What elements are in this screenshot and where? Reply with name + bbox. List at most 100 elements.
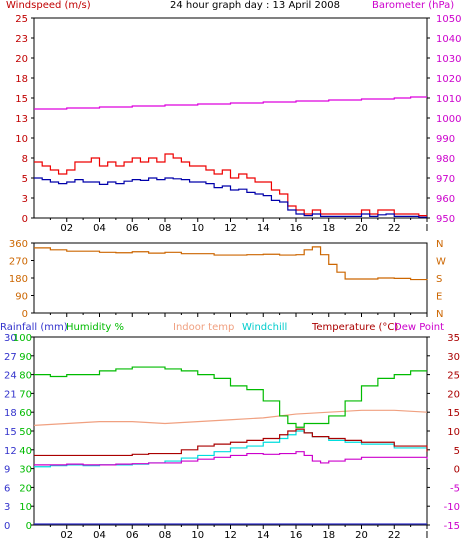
barometer-tick-label: 1030 [436,54,461,65]
temp-xtick-label: 18 [322,530,335,541]
barometer-tick-label: 1020 [436,74,461,85]
temp-xtick-label: 06 [126,530,139,541]
windspeed-tick-label: 5 [22,174,28,185]
dew-point-line [34,451,428,466]
temp-xtick-label: 10 [191,530,204,541]
rainfall-tick-label: 12 [4,446,17,457]
direction-tick-label: 0 [22,309,28,320]
humidity-tick-label: 90 [19,352,32,363]
wind-xtick-label: 12 [224,223,237,234]
barometer-tick-label: 950 [436,214,455,225]
temperature-tick-label: 35 [447,333,460,344]
humidity-tick-label: 10 [19,502,32,513]
rainfall-tick-label: 0 [4,521,10,532]
humidity-tick-label: 60 [19,408,32,419]
rainfall-tick-label: 3 [4,502,10,513]
wind-direction-line [34,246,428,281]
legend-windchill: Windchill [242,322,288,333]
temperature-tick-label: 5 [454,446,460,457]
rainfall-tick-label: 24 [4,371,17,382]
barometer-axis-label: Barometer (hPa) [372,0,455,11]
windspeed-tick-label: 13 [15,114,28,125]
wind-xtick-label: 10 [191,223,204,234]
barometer-tick-label: 980 [436,154,455,165]
temperature-tick-label: -10 [444,502,460,513]
humidity-line [34,366,427,428]
temp-xtick-label: 14 [257,530,270,541]
wind-xtick-label: 20 [355,223,368,234]
wind-xtick-label: 14 [257,223,270,234]
direction-tick-label: 360 [9,239,28,250]
windspeed-tick-label: 15 [15,94,28,105]
windspeed-tick-label: 10 [15,134,28,145]
direction-tick-label: 270 [9,257,28,268]
wind-xtick-label: 08 [159,223,172,234]
legend-indoor-temp: Indoor temp [173,322,235,333]
direction-tick-label: 180 [9,274,28,285]
temperature-line [34,428,428,457]
windchill-line [34,430,428,468]
direction-panel-frame [33,242,428,314]
wind-gust-line [34,153,427,217]
indoor-temp-line [33,409,428,426]
humidity-tick-label: 80 [19,371,32,382]
rainfall-tick-label: 18 [4,408,17,419]
windspeed-tick-label: 20 [15,54,28,65]
wind-xtick-label: 04 [93,223,106,234]
rainfall-tick-label: 30 [4,333,17,344]
wind-xtick-label: 02 [60,223,73,234]
temperature-tick-label: 20 [447,389,460,400]
legend-rainfall: Rainfall (mm) [0,322,68,333]
barometer-tick-label: 990 [436,134,455,145]
windspeed-tick-label: 25 [15,14,28,25]
temp-xtick-label: 04 [93,530,106,541]
barometer-tick-label: 1010 [436,94,461,105]
temp-panel-frame [33,336,428,526]
direction-tick-label: 90 [15,292,28,303]
barometer-line [34,96,427,110]
humidity-tick-label: 20 [19,483,32,494]
temp-xtick-label: 02 [60,530,73,541]
barometer-tick-label: 960 [436,194,455,205]
chart-title: 24 hour graph day : 13 April 2008 [170,0,340,11]
compass-label: E [436,292,442,303]
humidity-tick-label: 50 [19,427,32,438]
legend-dew-point: Dew Point [394,322,445,333]
barometer-tick-label: 970 [436,174,455,185]
rainfall-tick-label: 27 [4,352,17,363]
wind-xtick-label: 18 [322,223,335,234]
windspeed-tick-label: 23 [15,34,28,45]
compass-label: N [436,239,443,250]
legend-humidity: Humidity % [66,322,125,333]
rainfall-tick-label: 6 [4,483,10,494]
windspeed-tick-label: 3 [22,194,28,205]
wind-average-line [34,177,427,218]
compass-label: W [436,257,446,268]
wind-xtick-label: 06 [126,223,139,234]
humidity-tick-label: 30 [19,465,32,476]
wind-xtick-label: 22 [388,223,401,234]
legend-temperature: Temperature (°C) [312,322,399,333]
windspeed-tick-label: 0 [22,214,28,225]
windspeed-axis-label: Windspeed (m/s) [6,0,91,11]
wind-xtick-label: 16 [290,223,303,234]
temperature-tick-label: 0 [454,465,460,476]
temperature-tick-label: 15 [447,408,460,419]
barometer-tick-label: 1000 [436,114,461,125]
compass-label: S [436,274,442,285]
humidity-tick-label: 70 [19,389,32,400]
temperature-tick-label: -15 [444,521,460,532]
temperature-tick-label: -5 [450,483,460,494]
temp-xtick-label: 22 [388,530,401,541]
temp-xtick-label: 12 [224,530,237,541]
humidity-tick-label: 40 [19,446,32,457]
barometer-tick-label: 1040 [436,34,461,45]
rainfall-tick-label: 9 [4,465,10,476]
temperature-tick-label: 30 [447,352,460,363]
humidity-tick-label: 100 [13,333,32,344]
temp-xtick-label: 08 [159,530,172,541]
barometer-tick-label: 1050 [436,14,461,25]
temp-xtick-label: 16 [290,530,303,541]
